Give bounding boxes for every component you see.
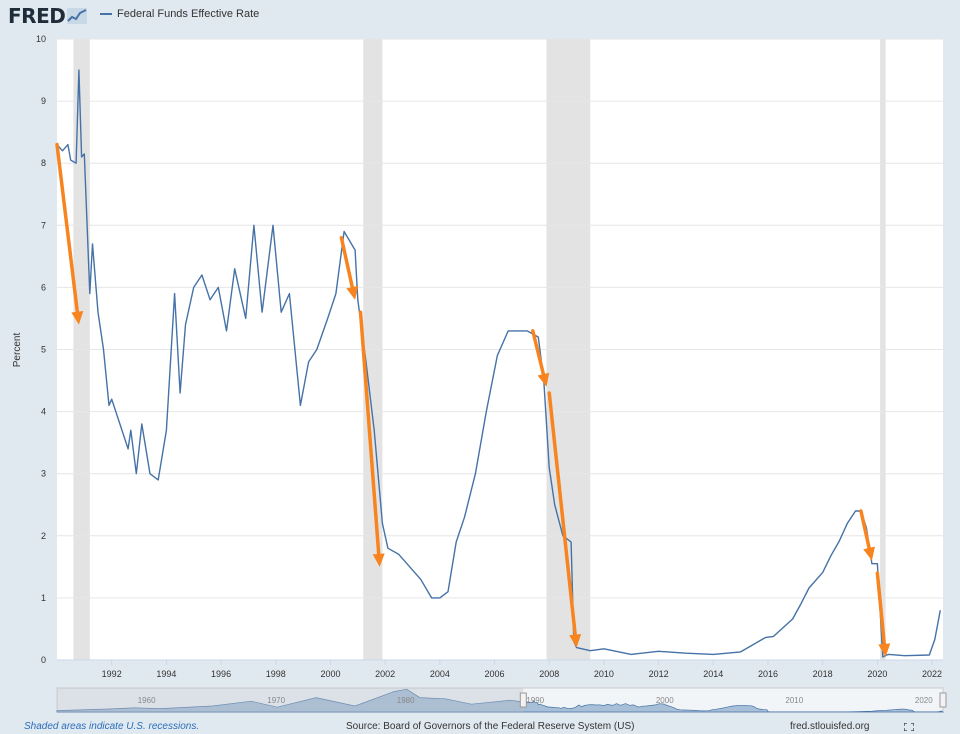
arrow-shaft bbox=[875, 571, 887, 646]
x-tick-label: 2010 bbox=[594, 669, 614, 679]
y-tick-label: 9 bbox=[41, 96, 46, 106]
navigator-label: 2010 bbox=[785, 696, 803, 705]
arrow-head bbox=[71, 311, 84, 325]
y-tick-label: 7 bbox=[41, 220, 46, 230]
arrow-head bbox=[372, 553, 385, 567]
y-tick-label: 2 bbox=[41, 531, 46, 541]
annotation-arrow bbox=[55, 142, 84, 325]
chart-legend: Federal Funds Effective Rate bbox=[100, 8, 259, 20]
header: FRED Federal Funds Effective Rate bbox=[0, 0, 960, 34]
x-tick-label: 2000 bbox=[320, 669, 340, 679]
fred-logo[interactable]: FRED bbox=[8, 4, 88, 28]
y-tick-label: 5 bbox=[41, 345, 46, 355]
navigator-label: 1960 bbox=[138, 696, 156, 705]
navigator-label: 2000 bbox=[656, 696, 674, 705]
arrow-shaft bbox=[531, 329, 546, 376]
logo-chart-icon bbox=[67, 8, 88, 24]
navigator-handle-right[interactable] bbox=[939, 692, 947, 708]
x-tick-label: 2006 bbox=[485, 669, 505, 679]
x-tick-label: 2020 bbox=[867, 669, 887, 679]
y-tick-label: 8 bbox=[41, 158, 46, 168]
navigator-label: 1990 bbox=[526, 696, 544, 705]
annotation-arrow bbox=[358, 310, 385, 567]
legend-label: Federal Funds Effective Rate bbox=[117, 8, 260, 20]
source-text: Source: Board of Governors of the Federa… bbox=[346, 721, 635, 732]
arrow-head bbox=[863, 546, 875, 561]
x-tick-label: 2014 bbox=[703, 669, 723, 679]
navigator-handle-left[interactable] bbox=[519, 692, 527, 708]
x-tick-label: 2022 bbox=[922, 669, 942, 679]
navigator-label: 1980 bbox=[397, 696, 415, 705]
y-tick-label: 10 bbox=[36, 34, 46, 44]
x-tick-label: 2012 bbox=[649, 669, 669, 679]
annotation-arrow bbox=[531, 329, 550, 387]
series-line-federal-funds-rate[interactable] bbox=[56, 69, 941, 658]
arrow-shaft bbox=[859, 509, 871, 550]
navigator-label: 2020 bbox=[915, 696, 933, 705]
annotation-arrow bbox=[859, 509, 875, 561]
annotation-arrow bbox=[875, 571, 891, 657]
arrow-head bbox=[537, 372, 550, 387]
x-tick-label: 2008 bbox=[539, 669, 559, 679]
y-tick-label: 4 bbox=[41, 407, 46, 417]
chart[interactable]: 0 1 2 3 4 5 6 7 8 9 10 1992 1994 1996 1998 2000 2002 200… bbox=[0, 0, 960, 718]
legend-line-swatch bbox=[100, 13, 112, 15]
x-tick-label: 1992 bbox=[102, 669, 122, 679]
y-tick-label: 6 bbox=[41, 282, 46, 292]
x-tick-label: 2002 bbox=[375, 669, 395, 679]
y-axis-label: Percent bbox=[12, 333, 23, 368]
x-tick-label: 1994 bbox=[156, 669, 176, 679]
x-tick-label: 2016 bbox=[758, 669, 778, 679]
arrow-head bbox=[346, 285, 359, 300]
annotation-arrow bbox=[339, 235, 359, 300]
footer: Shaded areas indicate U.S. recessions. S… bbox=[0, 718, 960, 734]
arrow-head bbox=[569, 634, 582, 648]
y-tick-label: 0 bbox=[41, 655, 46, 665]
site-link[interactable]: fred.stlouisfed.org bbox=[790, 721, 870, 732]
arrow-head bbox=[878, 643, 891, 657]
x-tick-label: 1996 bbox=[211, 669, 231, 679]
navigator-mask bbox=[57, 688, 524, 712]
navigator-label: 1970 bbox=[267, 696, 285, 705]
navigator-area bbox=[56, 688, 945, 713]
logo-text: FRED bbox=[8, 4, 66, 28]
arrow-shaft bbox=[358, 310, 381, 556]
x-tick-label: 2004 bbox=[430, 669, 450, 679]
recession-note: Shaded areas indicate U.S. recessions. bbox=[24, 721, 200, 732]
annotation-arrow bbox=[547, 391, 582, 648]
arrow-shaft bbox=[547, 391, 577, 637]
arrow-shaft bbox=[339, 235, 355, 289]
x-tick-label: 1998 bbox=[266, 669, 286, 679]
arrow-shaft bbox=[55, 142, 80, 314]
x-tick-label: 2018 bbox=[813, 669, 833, 679]
y-tick-label: 1 bbox=[41, 593, 46, 603]
expand-icon[interactable] bbox=[904, 723, 914, 731]
y-tick-label: 3 bbox=[41, 469, 46, 479]
